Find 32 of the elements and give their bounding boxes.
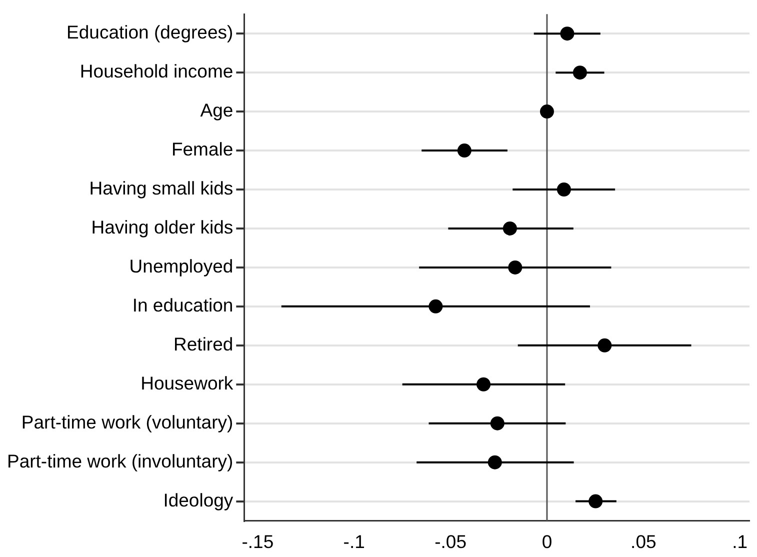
point	[598, 338, 612, 352]
y-tick-label: Unemployed	[129, 256, 234, 277]
y-tick-label: Part-time work (involuntary)	[6, 450, 234, 472]
point	[476, 377, 491, 392]
y-tick-label: Having older kids	[91, 216, 234, 238]
point	[560, 26, 574, 41]
y-tick-label: Education (degrees)	[66, 22, 234, 43]
point	[556, 182, 571, 196]
x-tick-label: .1	[732, 530, 748, 552]
y-tick-label: Female	[171, 138, 234, 160]
x-tick-label: -.15	[242, 530, 274, 552]
point	[428, 299, 443, 314]
y-tick-label: Having small kids	[89, 178, 234, 199]
y-tick-label: Housework	[140, 372, 234, 394]
x-tick-label: 0	[542, 530, 552, 552]
point	[488, 455, 502, 470]
point	[502, 221, 517, 236]
y-tick-label: Household income	[80, 60, 234, 82]
x-tick-label: -.1	[343, 530, 365, 552]
point	[490, 416, 504, 430]
y-tick-label: Part-time work (voluntary)	[21, 411, 234, 432]
x-tick-label: .05	[630, 530, 656, 552]
point	[457, 144, 472, 158]
y-tick-label: In education	[132, 294, 234, 316]
y-tick-label: Age	[200, 100, 234, 121]
point	[572, 66, 587, 80]
point	[540, 104, 554, 119]
point	[588, 494, 603, 508]
y-tick-label: Retired	[174, 334, 234, 354]
point	[508, 260, 522, 274]
y-tick-label: Ideology	[163, 489, 234, 510]
x-tick-label: -.05	[434, 530, 466, 552]
